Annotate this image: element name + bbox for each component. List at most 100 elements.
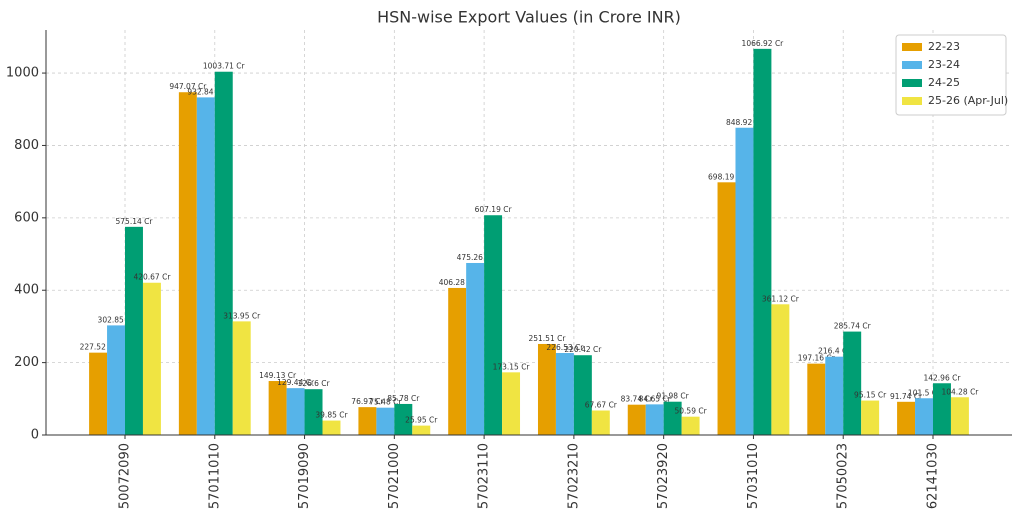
x-tick-label: 57031010 <box>746 443 761 509</box>
value-label: 104.28 Cr <box>941 387 979 396</box>
value-label: 947.07 Cr <box>169 82 207 91</box>
y-tick-label: 0 <box>31 428 39 443</box>
legend-label: 22-23 <box>928 40 960 53</box>
bar <box>915 398 933 435</box>
bar <box>286 388 305 435</box>
x-tick-label: 57011010 <box>207 443 222 509</box>
value-label: 227.52 Cr <box>80 343 118 352</box>
x-tick-label: 57050023 <box>836 443 851 509</box>
value-label: 420.67 Cr <box>133 273 171 282</box>
value-label: 216.4 Cr <box>818 347 851 356</box>
legend-box <box>895 34 1007 116</box>
bar <box>358 407 377 435</box>
bar <box>717 182 736 435</box>
legend-swatch <box>902 61 922 69</box>
value-label: 1003.71 Cr <box>203 62 246 71</box>
value-label: 226.53 Cr <box>546 343 584 352</box>
bar <box>843 331 862 435</box>
bar <box>950 397 969 435</box>
x-tick-label: 57023110 <box>477 443 492 509</box>
bar <box>825 356 844 435</box>
bar <box>645 404 664 435</box>
value-label: 50.59 Cr <box>675 407 708 416</box>
bar <box>178 92 197 435</box>
bar <box>304 389 323 435</box>
bar <box>232 321 251 435</box>
bar <box>142 282 161 435</box>
bar <box>735 127 754 436</box>
y-tick-label: 600 <box>14 210 39 225</box>
bar <box>107 325 126 435</box>
value-label: 67.67 Cr <box>585 401 618 410</box>
bar <box>627 404 646 435</box>
y-tick-label: 1000 <box>6 66 39 81</box>
bar <box>412 425 431 435</box>
value-label: 25.95 Cr <box>405 416 438 425</box>
bar <box>591 410 610 435</box>
bar <box>861 400 880 435</box>
x-tick-label: 57023920 <box>656 443 671 509</box>
value-label: 76.97 Cr <box>351 397 384 406</box>
bar <box>502 372 521 435</box>
legend-label: 23-24 <box>928 58 960 71</box>
bar <box>681 416 700 435</box>
chart-title: HSN-wise Export Values (in Crore INR) <box>377 8 681 27</box>
y-tick-label: 800 <box>14 138 39 153</box>
legend-label: 25-26 (Apr-Jul) <box>928 94 1008 107</box>
bar <box>89 352 108 435</box>
value-label: 197.16 Cr <box>798 354 836 363</box>
value-label: 475.26 Cr <box>457 253 495 262</box>
value-label: 149.13 Cr <box>259 371 297 380</box>
value-label: 406.28 Cr <box>439 278 477 287</box>
bar <box>807 363 826 435</box>
bar <box>573 355 592 435</box>
value-label: 39.85 Cr <box>315 411 348 420</box>
bar <box>753 48 772 435</box>
bar <box>932 383 951 435</box>
value-label: 220.42 Cr <box>564 345 602 354</box>
value-label: 75.48 Cr <box>369 398 402 407</box>
value-label: 91.98 Cr <box>657 392 690 401</box>
x-tick-label: 57021000 <box>387 443 402 509</box>
value-label: 84.65 Cr <box>639 394 672 403</box>
value-label: 129.44 Cr <box>277 378 315 387</box>
legend-swatch <box>902 43 922 51</box>
bar <box>125 226 143 435</box>
bar <box>484 215 503 435</box>
value-label: 698.19 Cr <box>708 172 746 181</box>
bar <box>771 304 790 435</box>
x-tick-label: 62141030 <box>925 443 940 509</box>
bar <box>394 403 413 435</box>
value-label: 361.12 Cr <box>762 294 800 303</box>
value-label: 95.15 Cr <box>854 391 887 400</box>
value-label: 251.51 Cr <box>528 334 566 343</box>
bar <box>268 381 287 435</box>
bar <box>196 97 215 435</box>
bar <box>537 343 556 435</box>
bar <box>448 287 467 435</box>
value-label: 85.78 Cr <box>387 394 420 403</box>
value-label: 83.74 Cr <box>621 395 654 404</box>
value-label: 101.5 Cr <box>908 388 941 397</box>
bar <box>555 353 574 435</box>
value-label: 313.95 Cr <box>223 311 261 320</box>
x-tick-label: 57023210 <box>566 443 581 509</box>
value-label: 302.85 Cr <box>98 315 136 324</box>
bar <box>214 71 233 436</box>
legend-swatch <box>902 97 922 105</box>
bar <box>322 420 341 435</box>
y-tick-label: 400 <box>14 283 39 298</box>
value-label: 1066.92 Cr <box>742 39 785 48</box>
value-label: 285.74 Cr <box>834 322 872 331</box>
value-label: 932.84 Cr <box>187 87 225 96</box>
bar <box>663 401 682 435</box>
value-label: 173.15 Cr <box>493 362 531 371</box>
value-label: 607.19 Cr <box>475 205 513 214</box>
legend-swatch <box>902 79 922 87</box>
x-tick-label: 50072090 <box>118 443 133 509</box>
value-label: 126.6 Cr <box>297 379 330 388</box>
bar <box>376 407 395 435</box>
legend-label: 24-25 <box>928 76 960 89</box>
bar <box>897 401 916 435</box>
